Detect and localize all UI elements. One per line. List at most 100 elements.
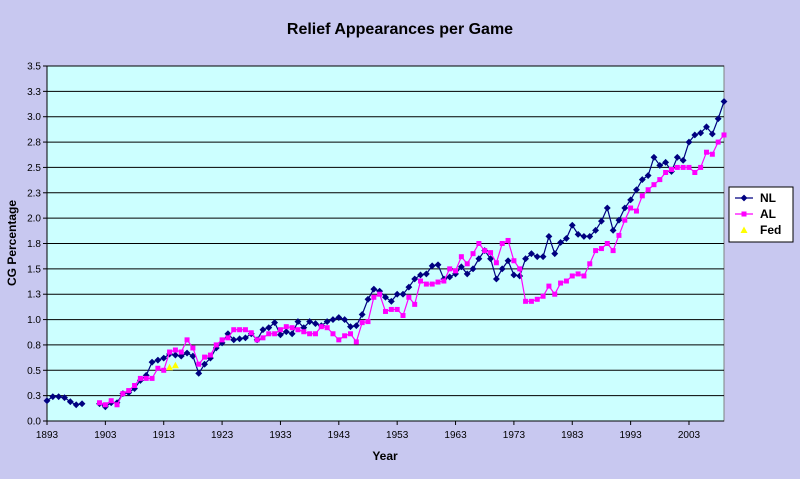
data-point-nl	[66, 398, 74, 406]
data-point-al	[178, 349, 184, 355]
legend-marker-nl	[740, 194, 748, 202]
series-layer	[43, 98, 728, 411]
data-point-al	[528, 298, 534, 304]
data-point-nl	[306, 318, 314, 326]
data-point-al	[289, 325, 295, 331]
data-point-al	[231, 327, 237, 333]
data-point-nl	[562, 235, 570, 242]
data-point-al	[651, 182, 657, 188]
data-point-nl	[656, 161, 664, 169]
y-tick-label: 2.8	[27, 138, 41, 149]
y-tick-label: 1.3	[27, 290, 41, 301]
data-point-nl	[171, 351, 179, 359]
data-point-nl	[551, 250, 559, 258]
data-point-al	[377, 291, 383, 297]
data-point-al	[359, 320, 365, 326]
data-point-nl	[598, 217, 605, 225]
data-point-nl	[335, 314, 343, 321]
y-tick-label: 2.5	[27, 163, 41, 174]
data-point-al	[569, 273, 575, 279]
data-point-al	[674, 164, 680, 170]
data-point-nl	[49, 393, 57, 401]
x-tick-label: 1943	[328, 430, 351, 441]
data-point-al	[721, 132, 727, 138]
data-point-nl	[539, 253, 547, 261]
data-point-al	[108, 398, 114, 404]
data-point-al	[447, 266, 453, 272]
data-point-nl	[148, 358, 156, 366]
data-point-al	[283, 324, 289, 330]
data-point-al	[534, 296, 540, 302]
data-point-nl	[691, 131, 699, 139]
data-point-al	[394, 306, 400, 312]
data-point-al	[167, 349, 173, 355]
data-point-al	[540, 293, 546, 299]
data-point-al	[581, 273, 587, 279]
data-point-al	[610, 248, 616, 254]
data-point-nl	[405, 283, 413, 291]
data-point-al	[622, 217, 628, 223]
data-point-al	[598, 246, 604, 252]
data-point-nl	[545, 232, 553, 240]
data-point-al	[143, 375, 149, 381]
data-point-nl	[504, 257, 512, 265]
data-point-nl	[183, 349, 191, 357]
data-point-al	[202, 354, 208, 360]
data-point-al	[330, 331, 336, 337]
data-point-al	[418, 278, 424, 284]
data-point-al	[441, 278, 447, 284]
data-point-al	[499, 241, 505, 246]
data-point-nl	[603, 204, 611, 212]
data-point-al	[593, 248, 599, 254]
data-point-nl	[498, 265, 506, 273]
data-point-nl	[242, 334, 249, 342]
data-point-al	[458, 254, 464, 260]
data-point-nl	[644, 172, 652, 179]
data-point-nl	[533, 253, 541, 261]
data-point-al	[190, 345, 196, 351]
y-tick-label: 2.3	[27, 188, 41, 199]
x-axis-ticks: 1893 1903 1913 1923 1933 1943 1953 1963 1973 1983…	[36, 421, 701, 441]
data-point-al	[318, 324, 324, 330]
y-axis-label: CG Percentage	[5, 200, 19, 286]
data-point-al	[149, 375, 155, 381]
data-point-al	[423, 281, 429, 287]
data-point-al	[482, 248, 488, 254]
data-point-nl	[282, 328, 290, 336]
data-point-al	[639, 193, 645, 199]
y-tick-label: 1.0	[27, 315, 41, 326]
y-tick-label: 0.5	[27, 366, 41, 377]
data-point-al	[126, 388, 132, 394]
data-point-nl	[347, 323, 354, 331]
data-point-nl	[662, 158, 670, 166]
data-point-nl	[673, 153, 681, 161]
x-tick-label: 2003	[678, 430, 701, 441]
data-point-al	[102, 402, 108, 408]
data-point-al	[155, 365, 161, 371]
data-point-al	[680, 164, 686, 170]
x-tick-label: 1973	[503, 430, 526, 441]
data-point-nl	[329, 316, 337, 323]
data-point-al	[616, 232, 622, 238]
data-point-al	[272, 331, 278, 337]
x-tick-label: 1953	[386, 430, 409, 441]
data-point-al	[709, 151, 715, 157]
data-point-al	[552, 291, 558, 297]
data-point-al	[493, 260, 499, 266]
data-point-al	[161, 367, 167, 373]
data-point-nl	[312, 320, 319, 328]
data-point-nl	[568, 221, 576, 229]
legend-marker-al	[741, 211, 747, 217]
data-point-nl	[609, 226, 617, 234]
data-point-nl	[265, 324, 273, 332]
data-point-nl	[195, 369, 203, 377]
data-point-nl	[364, 295, 372, 303]
x-tick-label: 1893	[36, 430, 59, 441]
data-point-nl	[323, 318, 331, 326]
data-point-al	[558, 280, 564, 286]
data-point-nl	[78, 400, 86, 408]
data-point-al	[213, 342, 219, 348]
data-point-nl	[411, 275, 419, 283]
data-point-nl	[288, 330, 296, 338]
data-point-nl	[201, 360, 209, 368]
